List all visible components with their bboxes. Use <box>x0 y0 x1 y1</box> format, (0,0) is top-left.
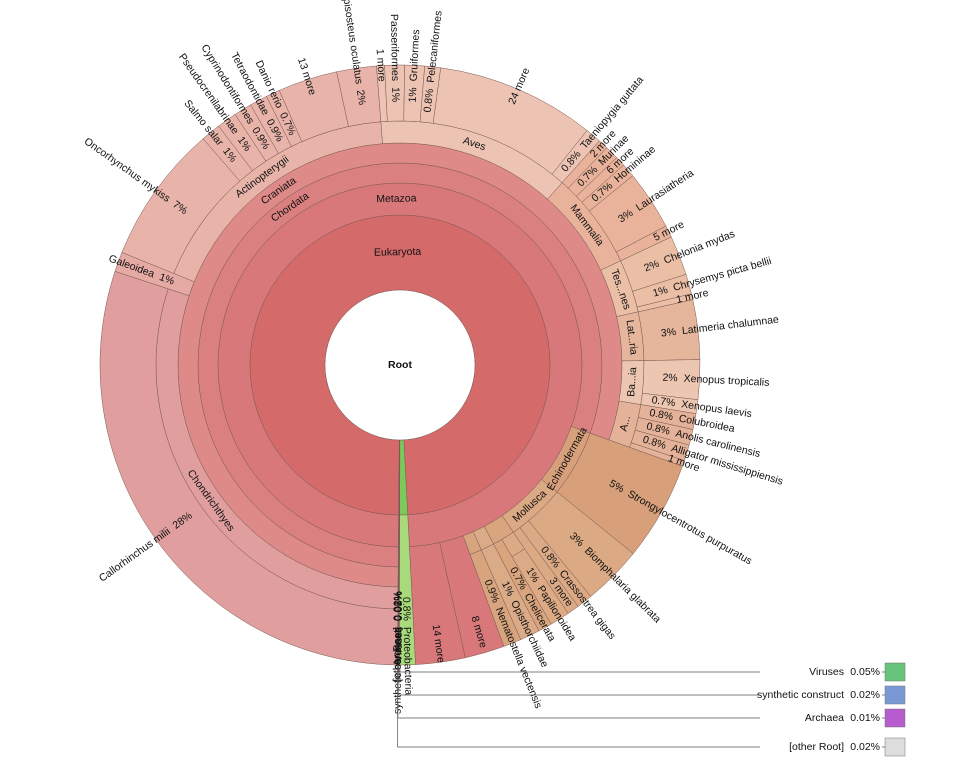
node-label: Eukaryota <box>374 246 422 259</box>
leaf-label: 14 more <box>430 624 447 664</box>
leaf-label: Passeriformes <box>388 14 401 81</box>
key-swatch <box>884 737 906 757</box>
root-hole <box>324 289 476 441</box>
leader-line <box>398 664 885 673</box>
node-label: Ba...ia <box>625 366 639 397</box>
value-label: 2% <box>354 89 368 106</box>
key-label-bg <box>760 710 882 726</box>
leaf-label: [other Root] <box>391 627 403 682</box>
leaf-label: Archaea <box>392 627 404 666</box>
key-name: synthetic construct <box>757 689 844 701</box>
value-label: 1% <box>651 284 669 300</box>
key-value: 0.05% <box>850 666 880 678</box>
key-label-bg <box>760 739 882 755</box>
value-label: 1% <box>389 87 401 102</box>
leaf-label: Proteobacteria <box>401 627 415 696</box>
key-value: 0.01% <box>850 712 880 724</box>
rings <box>99 64 701 666</box>
key-swatch <box>884 662 906 682</box>
value-label: 0.7% <box>651 394 676 409</box>
value-label: 0.8% <box>422 88 437 113</box>
value-label: 2% <box>642 258 661 275</box>
key-name: Viruses <box>809 666 844 678</box>
leaf-label: Xenopus tropicalis <box>683 373 769 389</box>
key-swatch <box>884 685 906 705</box>
key-name: [other Root] <box>789 741 844 753</box>
key-value: 0.02% <box>850 741 880 753</box>
value-label: 0.05% <box>393 591 405 621</box>
leaf-wedge <box>99 271 399 666</box>
leaf-label: Viruses <box>393 627 405 662</box>
key-label-bg <box>760 664 882 680</box>
key-value: 0.02% <box>850 689 880 701</box>
value-label: 1% <box>158 271 176 287</box>
value-label: 1% <box>407 87 420 103</box>
value-label: 1% <box>499 579 516 598</box>
value-label: 0.8% <box>400 597 413 621</box>
leaf-label: 1 more <box>374 49 388 83</box>
value-label: 3% <box>660 326 677 340</box>
root-label: Root <box>388 359 412 371</box>
node-label: Metazoa <box>376 192 417 205</box>
node-label: Lat...ria <box>624 319 640 355</box>
leader-line <box>397 664 885 748</box>
key-name: Archaea <box>805 712 844 724</box>
value-label: 0.8% <box>648 407 674 423</box>
value-label: 0.8% <box>645 420 671 437</box>
node-label: A... <box>618 414 634 432</box>
value-label: 0.02% <box>392 591 404 621</box>
leaf-label: Gruiformes <box>408 29 423 81</box>
value-label: 0.02% <box>392 591 404 621</box>
key: Viruses 0.05% synthetic construct 0.02% Arch… <box>397 662 906 757</box>
key-label-bg <box>760 687 882 703</box>
key-swatch <box>884 708 906 728</box>
value-label: 0.01% <box>392 591 404 621</box>
value-label: 2% <box>662 372 678 385</box>
